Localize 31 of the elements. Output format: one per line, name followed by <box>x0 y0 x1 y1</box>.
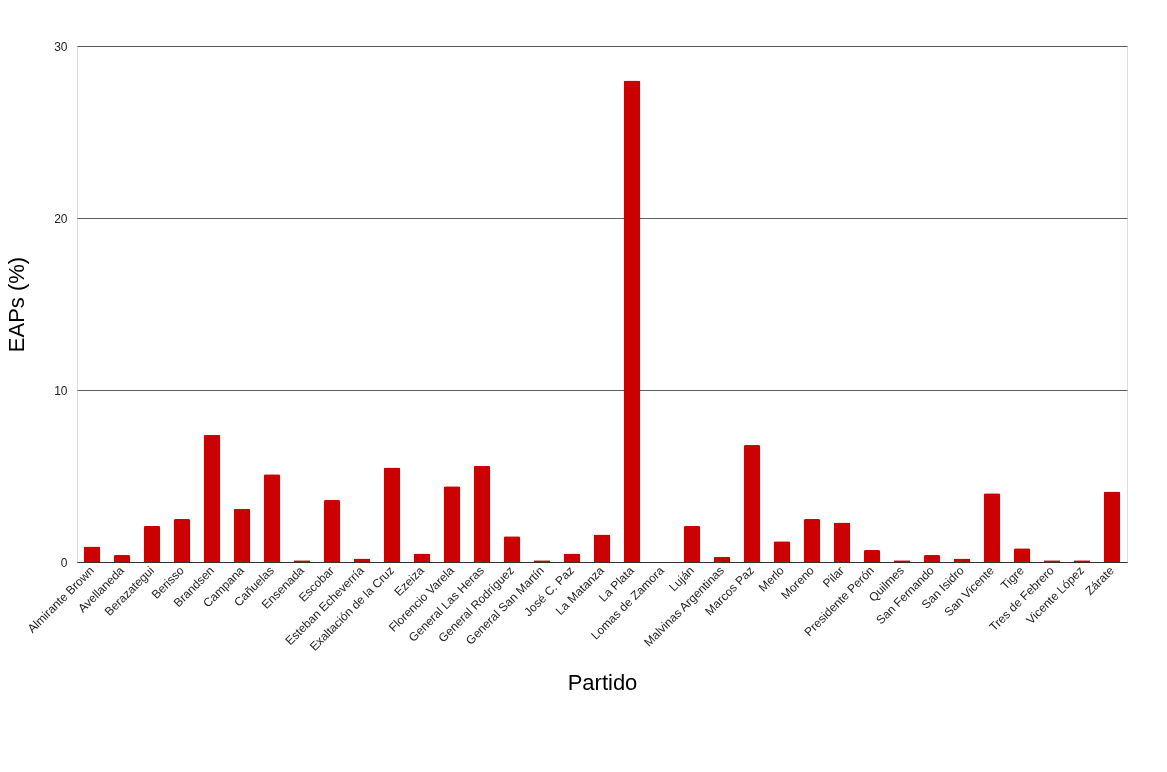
bar <box>683 525 701 562</box>
bar <box>203 434 221 562</box>
bar <box>623 80 641 562</box>
bar <box>863 549 881 562</box>
bar <box>713 556 731 562</box>
bar <box>833 522 851 562</box>
bar <box>1013 548 1031 562</box>
y-tick-label: 30 <box>54 39 68 54</box>
bar <box>1103 491 1121 562</box>
bar <box>503 536 521 562</box>
bar <box>473 465 491 562</box>
bar <box>83 546 101 562</box>
bar <box>803 519 821 562</box>
bar <box>773 541 791 562</box>
bar <box>593 534 611 562</box>
bar <box>743 445 761 562</box>
y-tick-label: 20 <box>54 211 68 226</box>
bar <box>173 519 191 562</box>
bar <box>443 486 461 562</box>
bar <box>143 525 161 562</box>
bar <box>263 474 281 562</box>
y-tick-label: 0 <box>60 555 68 570</box>
bar <box>923 555 941 562</box>
bar <box>983 493 1001 562</box>
x-axis-title: Partido <box>567 669 638 695</box>
y-axis-title: EAPs (%) <box>4 256 30 353</box>
bar <box>233 508 251 562</box>
bar <box>323 500 341 562</box>
bar <box>113 555 131 562</box>
bar <box>383 467 401 562</box>
y-tick-label: 10 <box>54 383 68 398</box>
